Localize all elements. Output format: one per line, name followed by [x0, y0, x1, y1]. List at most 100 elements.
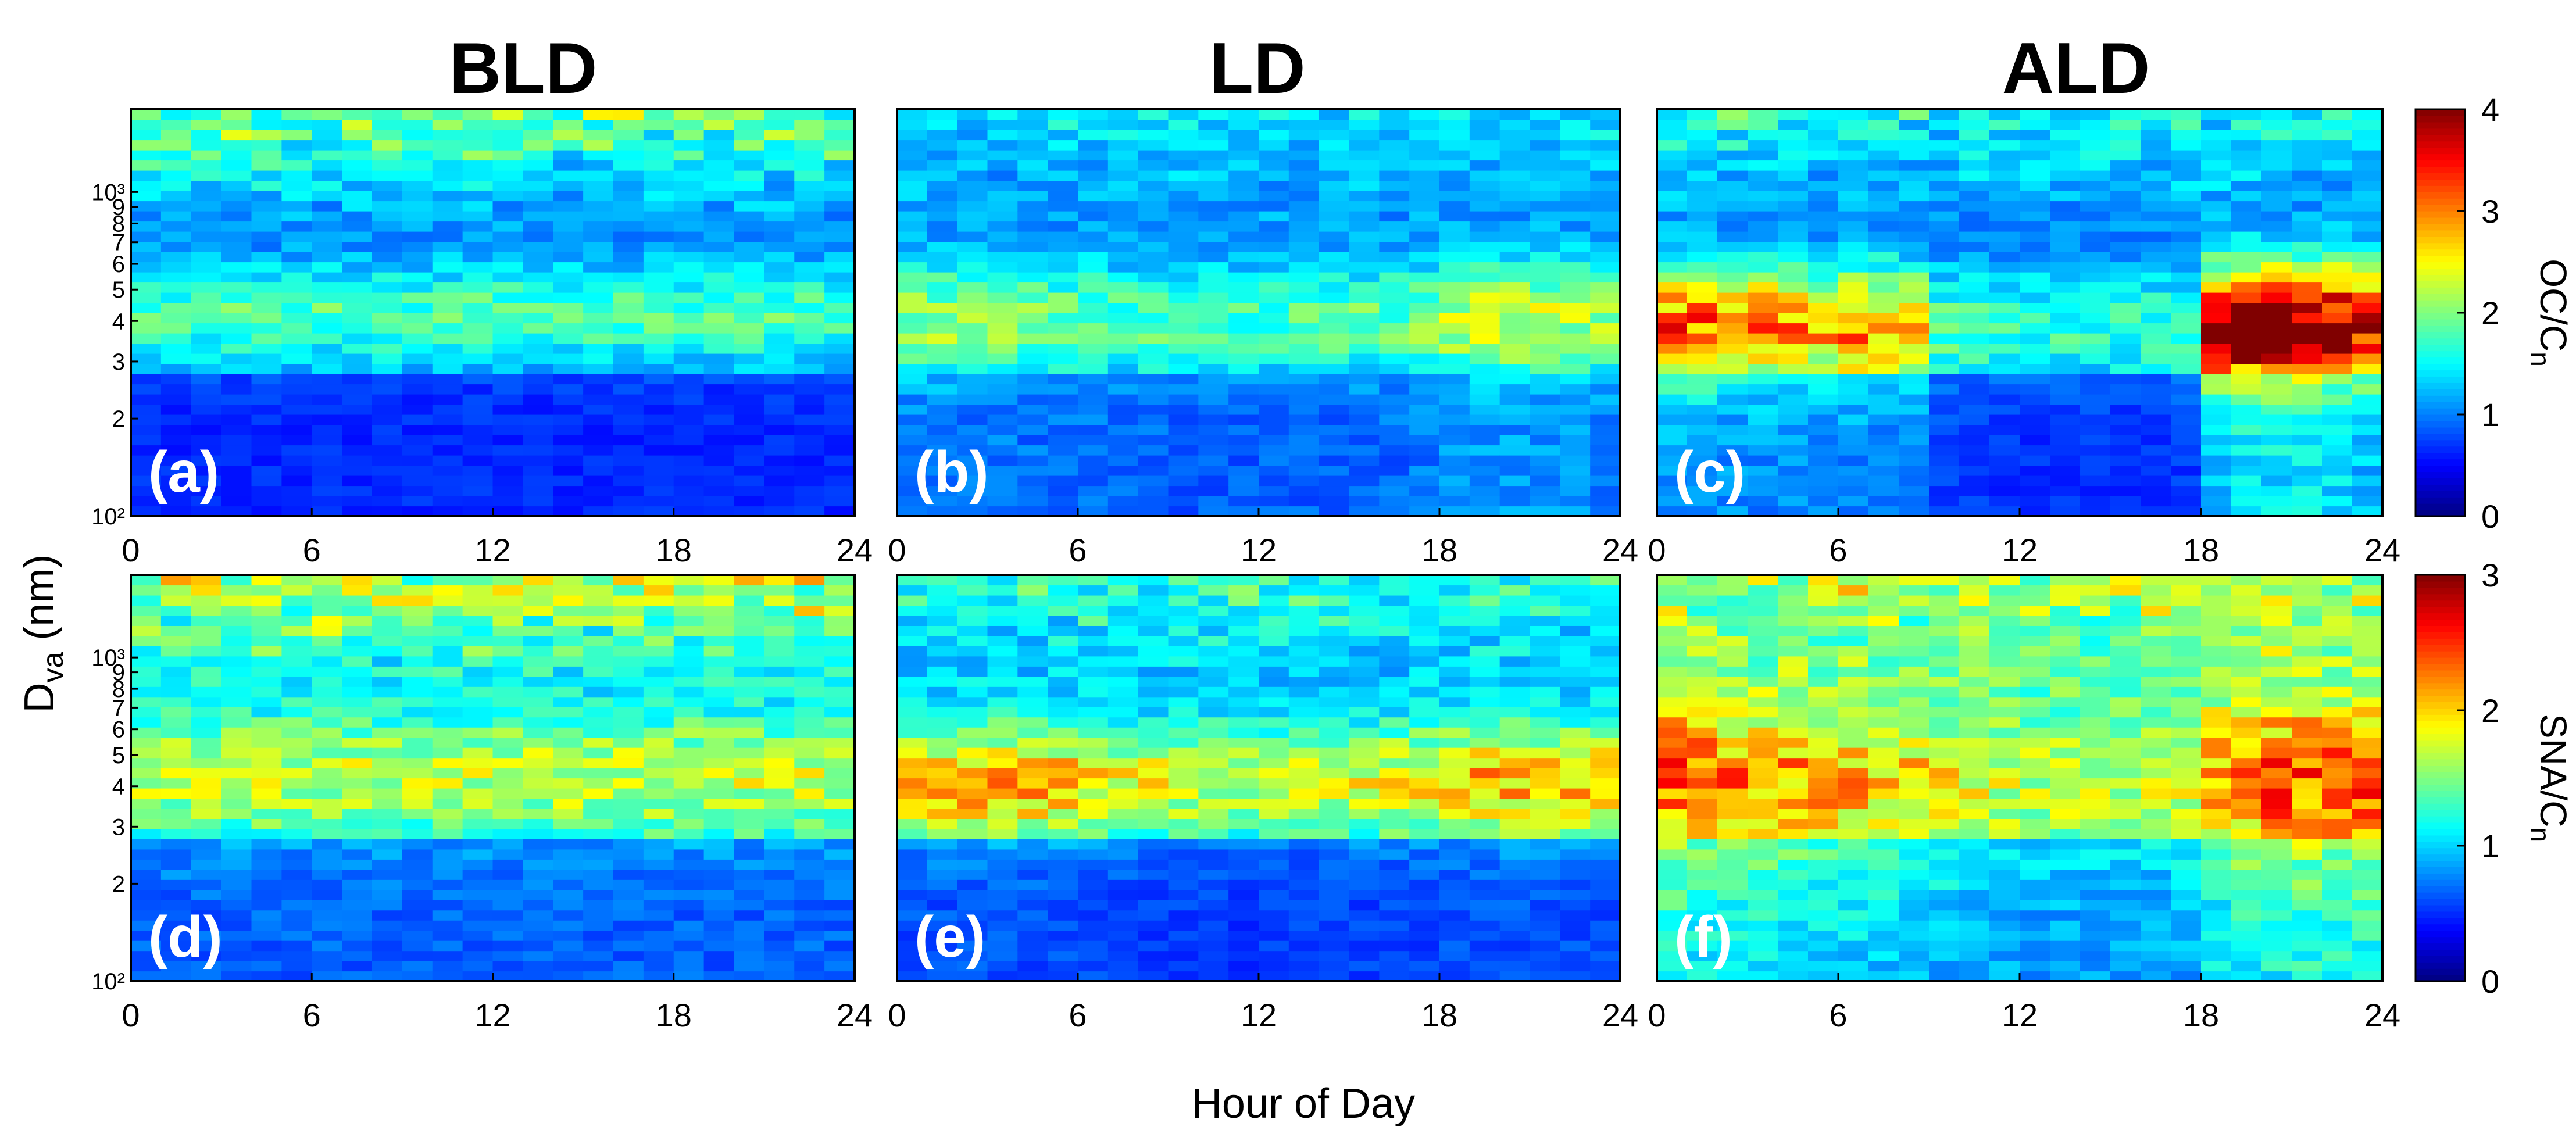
heatmap-cell [2141, 323, 2171, 334]
heatmap-cell [673, 282, 705, 293]
heatmap-cell [1319, 445, 1350, 456]
heatmap-cell [2292, 119, 2323, 130]
heatmap-cell [927, 920, 958, 931]
heatmap-cell [1439, 605, 1470, 616]
heatmap-cell [1228, 930, 1259, 941]
heatmap-cell [1499, 374, 1531, 385]
heatmap-cell [2110, 262, 2141, 273]
heatmap-cell [1989, 150, 2020, 161]
heatmap-cell [372, 961, 403, 972]
heatmap-cell [1530, 109, 1560, 120]
heatmap-cell [402, 445, 433, 456]
heatmap-cell [1259, 920, 1289, 931]
heatmap-cell [553, 849, 584, 860]
heatmap-cell [643, 615, 674, 626]
heatmap-cell [613, 394, 644, 405]
heatmap-cell [1439, 241, 1470, 252]
heatmap-cell [1319, 119, 1350, 130]
heatmap-cell [1929, 465, 1960, 476]
heatmap-cell [1319, 656, 1350, 667]
heatmap-cell [1657, 889, 1688, 900]
heatmap-cell [1657, 323, 1688, 334]
heatmap-cell [2050, 435, 2081, 446]
heatmap-cell [1138, 869, 1169, 880]
heatmap-cell [583, 961, 614, 972]
heatmap-cell [824, 404, 855, 415]
heatmap-cell [673, 201, 705, 212]
heatmap-cell [1138, 575, 1169, 586]
heatmap-cell [1439, 130, 1470, 141]
heatmap-cell [927, 435, 958, 446]
heatmap-cell [1687, 910, 1718, 921]
heatmap-cell [342, 646, 373, 657]
heatmap-cell [764, 961, 795, 972]
heatmap-cell [492, 201, 523, 212]
heatmap-cell [221, 727, 252, 738]
heatmap-cell [342, 575, 373, 586]
heatmap-cell [1590, 323, 1621, 334]
y-tick-label: 2 [112, 871, 125, 897]
heatmap-cell [1017, 414, 1048, 425]
heatmap-cell [794, 961, 825, 972]
heatmap-cell [1469, 384, 1500, 395]
heatmap-cell [1590, 384, 1621, 395]
heatmap-cell [1989, 302, 2020, 313]
heatmap-cell [794, 465, 825, 476]
heatmap-cell [1228, 635, 1259, 646]
heatmap-cell [583, 272, 614, 283]
heatmap-cell [1590, 404, 1621, 415]
heatmap-cell [1687, 961, 1718, 972]
heatmap-cell [957, 394, 988, 405]
heatmap-cell [342, 465, 373, 476]
heatmap-cell [957, 971, 988, 982]
heatmap-cell [2352, 201, 2383, 212]
heatmap-cell [1259, 727, 1289, 738]
heatmap-cell [1469, 747, 1500, 759]
heatmap-cell [1899, 353, 1930, 364]
heatmap-cell [1499, 930, 1531, 941]
heatmap-cell [1259, 140, 1289, 151]
heatmap-cell [2080, 475, 2111, 487]
heatmap-cell [987, 605, 1018, 616]
heatmap-cell [1929, 353, 1960, 364]
heatmap-cell [2080, 435, 2111, 446]
heatmap-cell [553, 374, 584, 385]
heatmap-cell [342, 849, 373, 860]
heatmap-cell [2292, 485, 2323, 496]
heatmap-cell [1078, 119, 1109, 130]
heatmap-cell [2352, 252, 2383, 263]
heatmap-cell [987, 272, 1018, 283]
heatmap-cell [1198, 374, 1229, 385]
heatmap-cell [1379, 191, 1410, 202]
heatmap-cell [432, 768, 463, 779]
heatmap-cell [191, 717, 222, 728]
heatmap-cell [1107, 343, 1139, 354]
heatmap-cell [191, 384, 222, 395]
heatmap-cell [402, 757, 433, 768]
heatmap-cell [553, 950, 584, 961]
heatmap-cell [1138, 394, 1169, 405]
heatmap-cell [927, 717, 958, 728]
heatmap-cell [1560, 343, 1591, 354]
heatmap-cell [1687, 384, 1718, 395]
heatmap-cell [492, 717, 523, 728]
heatmap-cell [372, 625, 403, 636]
heatmap-cell [1107, 485, 1139, 496]
heatmap-cell [643, 130, 674, 141]
heatmap-cell [1168, 231, 1199, 242]
panel-label: (b) [914, 439, 989, 505]
heatmap-cell [281, 818, 312, 829]
heatmap-cell [523, 191, 553, 202]
heatmap-cell [221, 849, 252, 860]
heatmap-cell [1530, 615, 1560, 626]
heatmap-cell [492, 445, 523, 456]
heatmap-cell [251, 971, 282, 982]
heatmap-cell [1717, 950, 1748, 961]
heatmap-cell [897, 635, 928, 646]
heatmap-cell [160, 727, 192, 738]
heatmap-cell [1838, 435, 1869, 446]
heatmap-cell [523, 160, 553, 171]
heatmap-cell [402, 241, 433, 252]
heatmap-cell [1198, 920, 1229, 931]
heatmap-cell [1228, 889, 1259, 900]
